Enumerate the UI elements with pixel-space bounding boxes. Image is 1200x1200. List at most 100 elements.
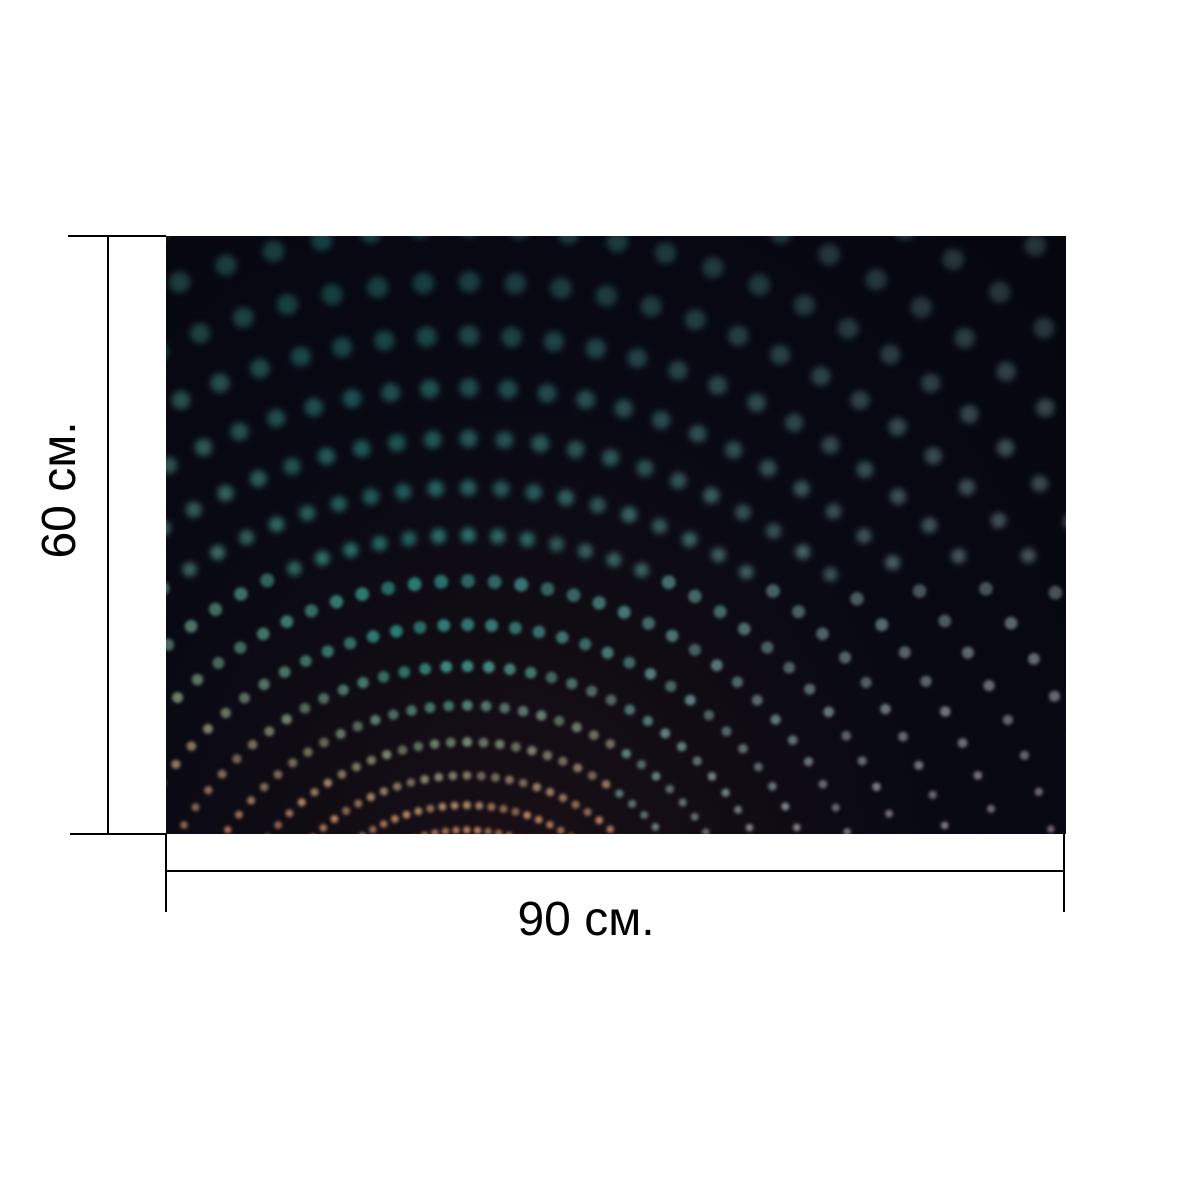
bokeh-dot — [566, 588, 581, 602]
bokeh-dot — [532, 782, 542, 792]
bokeh-dot — [783, 661, 795, 674]
height-label: 60 см. — [33, 421, 86, 559]
bokeh-dot — [464, 236, 475, 238]
bokeh-dot — [785, 413, 804, 432]
bokeh-dot — [487, 575, 502, 589]
bokeh-dot — [872, 782, 881, 792]
bokeh-dot — [318, 693, 330, 704]
bokeh-dot — [880, 703, 891, 715]
bokeh-dot — [208, 602, 223, 616]
bokeh-dot — [412, 272, 434, 294]
bokeh-dot — [234, 587, 248, 601]
bokeh-dot — [462, 771, 472, 780]
bokeh-dot — [407, 577, 422, 592]
bokeh-dot — [558, 793, 568, 803]
bokeh-dot — [518, 778, 528, 788]
bokeh-dot — [377, 671, 390, 683]
bokeh-dot — [636, 759, 647, 770]
bokeh-dot — [573, 763, 583, 773]
bokeh-dot — [171, 759, 181, 769]
bokeh-dot — [490, 528, 506, 544]
bokeh-dot — [478, 737, 489, 748]
bokeh-dot — [426, 804, 435, 813]
bokeh-dot — [651, 823, 660, 831]
bokeh-dot — [166, 457, 178, 474]
bokeh-dot — [523, 811, 532, 820]
bokeh-dot — [850, 592, 864, 606]
bokeh-dot — [1004, 616, 1018, 630]
bokeh-dot — [816, 627, 829, 641]
bokeh-dot — [979, 582, 993, 596]
bokeh-dot — [983, 680, 995, 692]
bokeh-dot — [856, 461, 874, 479]
bokeh-dot — [734, 805, 743, 814]
bokeh-dot — [212, 657, 225, 669]
bokeh-dot — [821, 436, 839, 454]
bokeh-dot — [366, 792, 376, 802]
bokeh-dot — [888, 418, 907, 436]
bokeh-dot — [642, 616, 655, 630]
bokeh-dot — [973, 771, 983, 780]
bokeh-dot — [412, 236, 428, 239]
bokeh-dot — [485, 619, 498, 632]
bokeh-dot — [924, 447, 942, 465]
bokeh-dot — [912, 584, 927, 598]
bokeh-dot — [395, 483, 412, 500]
bokeh-dot — [532, 625, 546, 639]
bokeh-dot — [558, 756, 568, 766]
bokeh-dot — [710, 659, 723, 672]
bokeh-dot — [602, 449, 619, 467]
bokeh-dot — [860, 677, 872, 689]
bokeh-dot — [299, 655, 312, 667]
bokeh-dot — [554, 715, 565, 726]
bokeh-dot — [299, 703, 311, 714]
bokeh-dot — [259, 782, 269, 792]
bokeh-dot — [273, 770, 283, 779]
bokeh-dot — [476, 771, 486, 781]
bokeh-dot — [342, 806, 351, 815]
bokeh-dot — [856, 528, 872, 544]
product-photo — [166, 236, 1066, 834]
bokeh-dot — [569, 833, 574, 834]
bokeh-dot — [366, 630, 380, 643]
bokeh-dot — [595, 816, 604, 825]
bokeh-dot — [281, 714, 292, 725]
bokeh-dot — [542, 750, 553, 761]
bokeh-dot — [606, 825, 614, 833]
bokeh-dot — [711, 547, 726, 563]
bokeh-dot — [770, 714, 781, 725]
bokeh-dot — [1020, 548, 1036, 563]
bokeh-dot — [487, 802, 496, 811]
bokeh-dot — [621, 749, 631, 759]
bokeh-dot — [262, 240, 285, 262]
bokeh-dot — [1031, 475, 1048, 492]
bokeh-dot — [235, 810, 243, 819]
bokeh-dot — [865, 268, 887, 291]
bokeh-dot — [494, 829, 503, 834]
bokeh-dot — [606, 236, 628, 253]
bokeh-dot — [402, 810, 411, 819]
bokeh-dot — [583, 808, 592, 817]
bokeh-dot — [890, 488, 907, 505]
bokeh-dot — [601, 646, 614, 659]
bokeh-dot — [571, 800, 580, 809]
bokeh-dot — [942, 248, 964, 270]
bokeh-dot — [987, 804, 995, 813]
bokeh-dot — [310, 788, 319, 797]
bokeh-dot — [398, 666, 410, 678]
bokeh-dot — [434, 772, 444, 782]
bokeh-dot — [644, 668, 657, 680]
bokeh-dot — [707, 772, 717, 781]
bokeh-dot — [811, 366, 831, 386]
bokeh-dot — [692, 756, 702, 766]
bokeh-dot — [940, 821, 949, 830]
bokeh-dot — [702, 256, 724, 279]
width-label: 90 см. — [517, 893, 655, 946]
bokeh-dot — [416, 326, 437, 347]
bokeh-dot — [624, 704, 636, 716]
bokeh-dot — [654, 242, 677, 264]
bokeh-dot — [896, 236, 914, 241]
bokeh-dot — [660, 728, 671, 739]
bokeh-dot — [367, 276, 389, 298]
bokeh-dot — [738, 743, 748, 754]
